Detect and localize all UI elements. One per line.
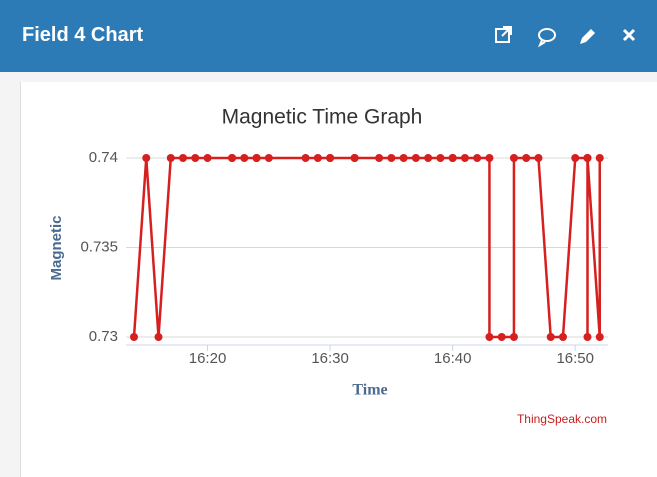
data-point [179,154,188,162]
close-icon[interactable] [622,28,636,42]
data-point [154,333,163,341]
data-point [142,154,151,162]
data-point [436,154,445,162]
x-tick-label: 16:30 [311,350,349,367]
data-point [326,154,335,162]
y-tick-label: 0.735 [80,238,118,255]
data-point [411,154,420,162]
y-axis-label: Magnetic [48,215,65,280]
data-point [522,154,531,162]
data-point [375,154,384,162]
data-point [350,154,359,162]
data-point [558,333,567,341]
data-point [264,154,273,162]
data-point [595,154,604,162]
x-tick-label: 16:50 [556,350,594,367]
data-point [497,333,506,341]
data-point [473,154,482,162]
data-point [240,154,249,162]
data-point [130,333,138,341]
data-point [534,154,543,162]
data-point [448,154,457,162]
x-tick-label: 16:40 [434,350,472,367]
data-point [460,154,469,162]
data-point [228,154,237,162]
edit-icon[interactable] [580,29,595,44]
data-point [583,154,592,162]
data-point [166,154,175,162]
data-point [485,333,494,341]
data-point [203,154,212,162]
x-tick-label: 16:20 [189,350,227,367]
y-tick-label: 0.73 [89,328,118,345]
data-point [509,333,518,341]
data-point [546,333,555,341]
chart-title: Magnetic Time Graph [222,106,423,129]
data-point [583,333,592,341]
y-tick-label: 0.74 [89,149,118,166]
data-point [595,333,604,341]
toolbar [495,26,636,48]
x-axis-label: Time [352,382,387,399]
panel [20,82,657,477]
data-point [191,154,200,162]
data-point [313,154,322,162]
data-point [387,154,396,162]
credits: ThingSpeak.com [517,412,607,426]
widget-title: Field 4 Chart [22,24,144,46]
data-point [252,154,261,162]
comment-icon[interactable] [537,28,556,48]
data-point [485,154,494,162]
header-bar: Field 4 Chart [0,0,657,72]
data-point [571,154,580,162]
data-point [509,154,518,162]
open-icon[interactable] [495,26,512,43]
data-point [424,154,433,162]
data-point [301,154,310,162]
data-point [399,154,408,162]
